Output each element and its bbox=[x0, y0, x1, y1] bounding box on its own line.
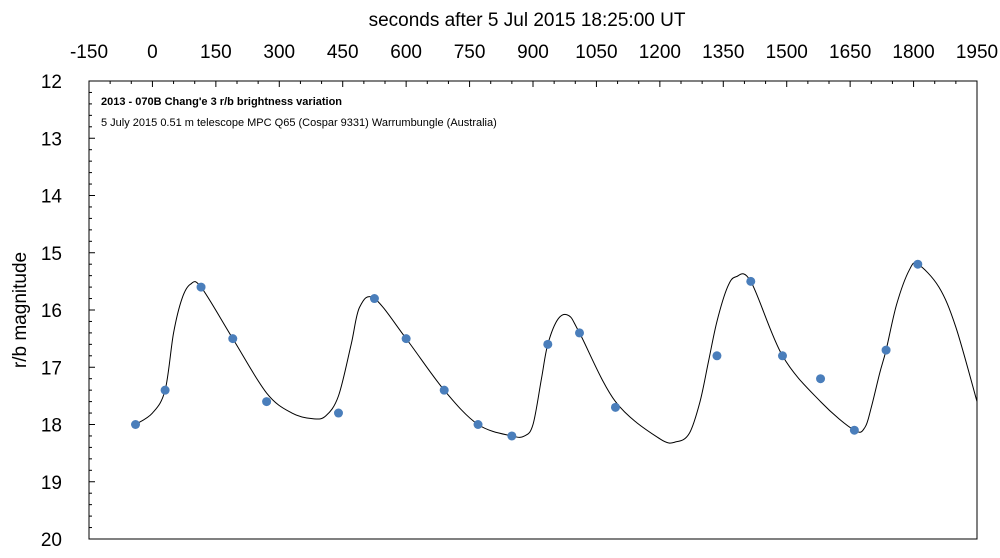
y-tick-label: 13 bbox=[41, 129, 62, 150]
x-tick-label: 1050 bbox=[575, 42, 617, 63]
y-axis-title: r/b magnitude bbox=[10, 252, 31, 368]
x-tick-label: 750 bbox=[454, 42, 486, 63]
x-tick-label: 150 bbox=[200, 42, 232, 63]
data-point bbox=[196, 282, 206, 292]
y-tick-label: 20 bbox=[41, 530, 62, 551]
data-point bbox=[712, 351, 722, 361]
y-tick-label: 17 bbox=[41, 358, 62, 379]
y-axis: 12 13 14 15 16 17 18 19 20 bbox=[41, 72, 95, 551]
data-point bbox=[160, 385, 170, 395]
x-tick-label: 1350 bbox=[702, 42, 744, 63]
x-tick-label: 1500 bbox=[766, 42, 808, 63]
data-point bbox=[401, 334, 411, 344]
annotation-subtitle: 5 July 2015 0.51 m telescope MPC Q65 (Co… bbox=[101, 117, 497, 129]
y-tick-label: 15 bbox=[41, 244, 62, 265]
x-tick-label: 1650 bbox=[829, 42, 871, 63]
x-tick-label: 450 bbox=[327, 42, 359, 63]
data-point bbox=[816, 374, 826, 384]
data-point bbox=[777, 351, 787, 361]
y-tick-label: 14 bbox=[41, 187, 63, 208]
annotations: 2013 - 070B Chang'e 3 r/b brightness var… bbox=[101, 96, 497, 129]
data-point bbox=[131, 420, 141, 429]
x-tick-label: 900 bbox=[517, 42, 549, 63]
data-point bbox=[543, 339, 553, 349]
x-tick-label: 600 bbox=[390, 42, 422, 63]
data-point bbox=[746, 276, 756, 286]
x-tick-label: 1200 bbox=[639, 42, 681, 63]
data-point bbox=[228, 334, 238, 344]
data-point bbox=[473, 420, 483, 429]
y-tick-label: 16 bbox=[41, 301, 62, 322]
annotation-title: 2013 - 070B Chang'e 3 r/b brightness var… bbox=[101, 96, 342, 108]
data-point bbox=[262, 397, 272, 407]
data-point bbox=[913, 259, 923, 269]
x-axis-title: seconds after 5 Jul 2015 18:25:00 UT bbox=[369, 10, 686, 31]
y-tick-label: 12 bbox=[41, 72, 62, 93]
x-tick-label: 1800 bbox=[892, 42, 934, 63]
data-point bbox=[881, 345, 891, 355]
series-fit-line bbox=[135, 262, 977, 444]
y-tick-label: 18 bbox=[41, 416, 62, 437]
data-point bbox=[849, 425, 859, 435]
data-point bbox=[333, 408, 343, 418]
y-axis-title-group: r/b magnitude bbox=[10, 252, 31, 368]
x-tick-label: -150 bbox=[70, 42, 108, 63]
x-axis: -150 0 150 300 450 600 750 900 1050 1200 1350 1500 1… bbox=[70, 42, 998, 87]
plot-area-frame bbox=[88, 80, 978, 540]
x-tick-label: 300 bbox=[263, 42, 295, 63]
data-point bbox=[369, 294, 379, 304]
series-layer bbox=[131, 259, 977, 444]
data-point bbox=[610, 402, 620, 412]
data-point bbox=[439, 385, 449, 395]
x-axis-title-group: seconds after 5 Jul 2015 18:25:00 UT bbox=[369, 10, 686, 31]
data-point bbox=[507, 431, 517, 441]
x-tick-label: 0 bbox=[147, 42, 158, 63]
x-tick-label: 1950 bbox=[956, 42, 998, 63]
y-tick-label: 19 bbox=[41, 473, 62, 494]
data-point bbox=[575, 328, 585, 338]
